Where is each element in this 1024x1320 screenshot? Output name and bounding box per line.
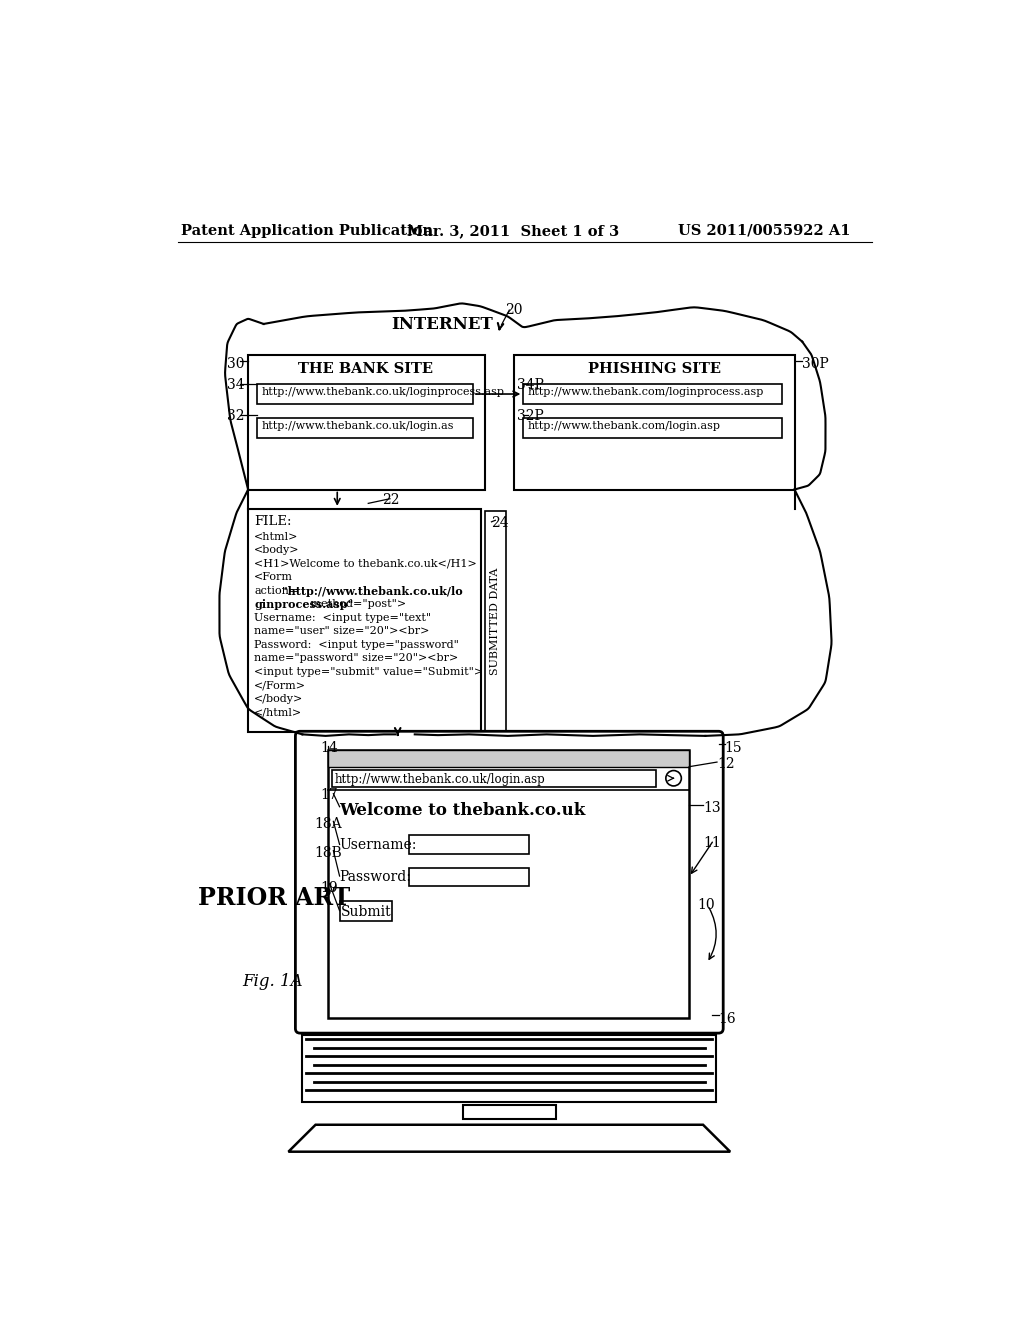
FancyBboxPatch shape <box>340 900 392 921</box>
Text: 20: 20 <box>506 304 523 317</box>
Text: 32: 32 <box>227 409 245 422</box>
Text: http://www.thebank.com/loginprocess.asp: http://www.thebank.com/loginprocess.asp <box>527 387 764 397</box>
Text: 18B: 18B <box>314 846 342 861</box>
Text: <body>: <body> <box>254 545 300 556</box>
Text: 16: 16 <box>719 1011 736 1026</box>
FancyBboxPatch shape <box>257 384 473 404</box>
Text: name="user" size="20"><br>: name="user" size="20"><br> <box>254 626 430 636</box>
Text: name="password" size="20"><br>: name="password" size="20"><br> <box>254 653 459 663</box>
Text: <Form: <Form <box>254 573 293 582</box>
FancyBboxPatch shape <box>523 418 782 438</box>
FancyBboxPatch shape <box>302 1035 716 1102</box>
FancyBboxPatch shape <box>328 750 689 767</box>
Text: 32P: 32P <box>517 409 544 422</box>
Text: 19: 19 <box>321 880 338 895</box>
Text: ginprocess.asp": ginprocess.asp" <box>254 599 353 610</box>
Text: 14: 14 <box>321 742 338 755</box>
Text: PRIOR ART: PRIOR ART <box>198 886 350 909</box>
Text: <input type="submit" value="Submit">: <input type="submit" value="Submit"> <box>254 667 483 677</box>
Text: method="post">: method="post"> <box>307 599 407 610</box>
Text: 34P: 34P <box>517 378 544 392</box>
Text: 24: 24 <box>492 516 509 529</box>
Text: 30: 30 <box>227 358 245 371</box>
FancyBboxPatch shape <box>257 418 473 438</box>
Text: <html>: <html> <box>254 532 299 541</box>
Text: Username:: Username: <box>340 837 417 851</box>
FancyBboxPatch shape <box>248 355 484 490</box>
Text: Fig. 1A: Fig. 1A <box>243 973 303 990</box>
FancyBboxPatch shape <box>248 508 480 733</box>
FancyBboxPatch shape <box>484 511 506 733</box>
Text: action=: action= <box>254 586 299 595</box>
Text: Password:  <input type="password": Password: <input type="password" <box>254 640 459 649</box>
Text: INTERNET: INTERNET <box>391 317 494 333</box>
FancyBboxPatch shape <box>332 770 655 787</box>
Text: SUBMITTED DATA: SUBMITTED DATA <box>490 568 501 676</box>
Text: </body>: </body> <box>254 693 303 704</box>
Text: PHISHING SITE: PHISHING SITE <box>588 363 721 376</box>
Text: Mar. 3, 2011  Sheet 1 of 3: Mar. 3, 2011 Sheet 1 of 3 <box>407 224 620 238</box>
Text: 11: 11 <box>703 836 721 850</box>
Text: <H1>Welcome to thebank.co.uk</H1>: <H1>Welcome to thebank.co.uk</H1> <box>254 558 477 569</box>
Text: 12: 12 <box>717 758 734 771</box>
FancyBboxPatch shape <box>463 1105 556 1118</box>
Text: 17: 17 <box>321 788 338 803</box>
FancyBboxPatch shape <box>410 867 529 886</box>
Text: 15: 15 <box>725 741 742 755</box>
Text: 22: 22 <box>382 492 399 507</box>
Text: "http://www.thebank.co.uk/lo: "http://www.thebank.co.uk/lo <box>283 586 463 597</box>
Text: Username:  <input type="text": Username: <input type="text" <box>254 612 431 623</box>
FancyBboxPatch shape <box>295 731 723 1034</box>
Text: Password:: Password: <box>340 870 412 884</box>
Text: http://www.thebank.co.uk/login.as: http://www.thebank.co.uk/login.as <box>261 421 454 430</box>
Text: Patent Application Publication: Patent Application Publication <box>180 224 433 238</box>
Polygon shape <box>289 1125 730 1151</box>
Text: 34: 34 <box>227 378 245 392</box>
Text: Submit: Submit <box>341 904 391 919</box>
Text: http://www.thebank.co.uk/loginprocess.asp: http://www.thebank.co.uk/loginprocess.as… <box>261 387 504 397</box>
Text: 30P: 30P <box>802 358 829 371</box>
FancyBboxPatch shape <box>514 355 795 490</box>
FancyBboxPatch shape <box>328 750 689 1018</box>
Text: THE BANK SITE: THE BANK SITE <box>298 363 433 376</box>
FancyBboxPatch shape <box>523 384 782 404</box>
Text: Welcome to thebank.co.uk: Welcome to thebank.co.uk <box>340 803 586 820</box>
Text: 13: 13 <box>703 801 721 816</box>
Text: http://www.thebank.co.uk/login.asp: http://www.thebank.co.uk/login.asp <box>335 774 546 785</box>
FancyBboxPatch shape <box>410 836 529 854</box>
Text: </Form>: </Form> <box>254 680 306 690</box>
Text: 18A: 18A <box>314 817 342 830</box>
Text: FILE:: FILE: <box>254 515 292 528</box>
Text: </html>: </html> <box>254 708 302 717</box>
Text: US 2011/0055922 A1: US 2011/0055922 A1 <box>678 224 851 238</box>
Text: http://www.thebank.com/login.asp: http://www.thebank.com/login.asp <box>527 421 720 430</box>
Text: 10: 10 <box>697 898 715 912</box>
